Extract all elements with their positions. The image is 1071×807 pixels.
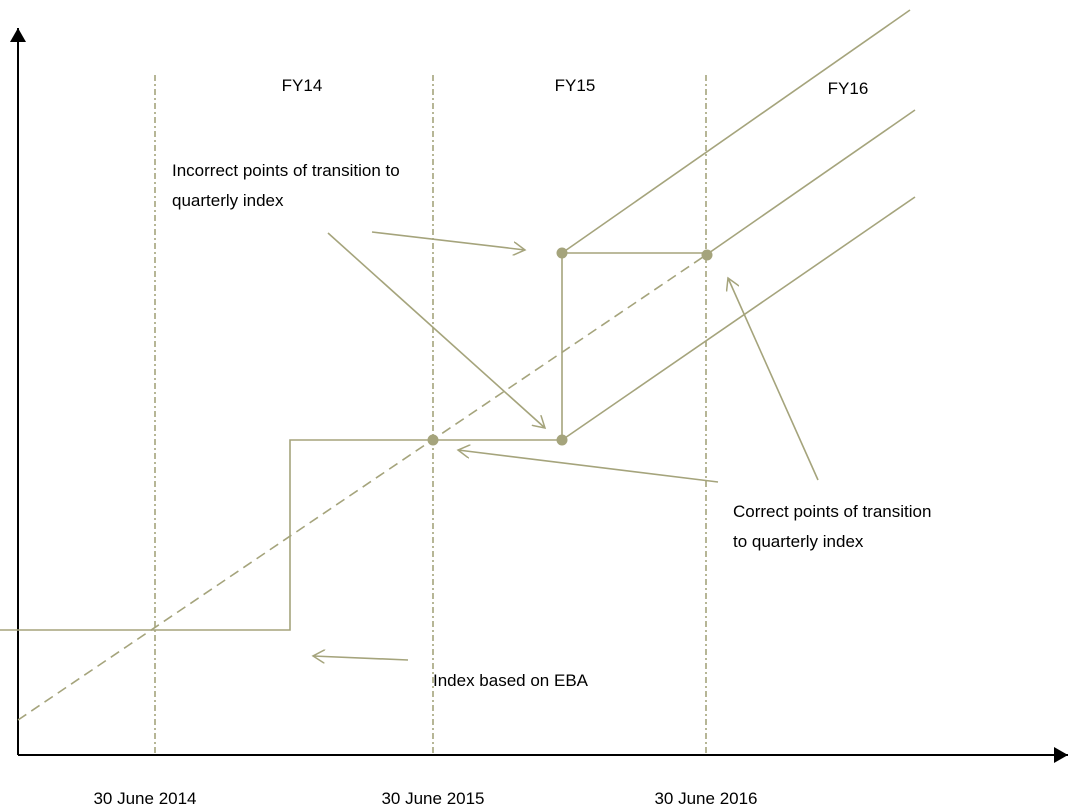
annotation: Incorrect points of transition to	[172, 161, 400, 180]
date-label: 30 June 2016	[654, 789, 757, 807]
trend-line-lower	[561, 196, 916, 441]
annotation: quarterly index	[172, 191, 284, 210]
date-label: 30 June 2015	[381, 789, 484, 807]
period-label: FY14	[282, 76, 323, 95]
trend-line-upper	[561, 9, 911, 254]
annotation: to quarterly index	[733, 532, 864, 551]
points	[427, 247, 713, 446]
year-boundaries	[154, 75, 707, 755]
trend-line	[705, 109, 916, 256]
date-label: 30 June 2014	[93, 789, 196, 807]
period-label: FY16	[828, 79, 869, 98]
period-label: FY15	[555, 76, 596, 95]
annotation: Index based on EBA	[433, 671, 589, 690]
eba-step	[0, 439, 562, 631]
trend-dashed	[17, 254, 707, 721]
arrows	[313, 231, 819, 660]
annotation: Correct points of transition	[733, 502, 931, 521]
